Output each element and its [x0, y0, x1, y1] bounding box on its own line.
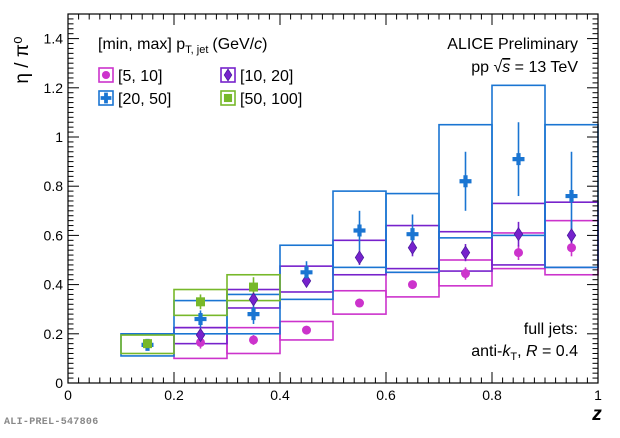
legend-box-0	[98, 67, 114, 83]
series-5-10-marker-7	[567, 243, 576, 253]
jet-type-label: full jets:	[524, 321, 578, 338]
axis-ticks: 0 0.2 0.4 0.6 0.8 1 0 0.2 0.4 0.6 0.8 1 1.2 1.4	[44, 13, 602, 403]
legend-box-1	[220, 67, 236, 83]
jet-algorithm-label: anti-kT, R = 0.4	[471, 343, 578, 363]
series-5-10-marker-4	[408, 280, 417, 290]
series-10-20-marker-4	[407, 240, 418, 255]
series-50-100-sys-box-0	[120, 334, 175, 355]
series-5-10-marker-6	[514, 248, 523, 258]
legend-label-0: [5, 10]	[118, 68, 162, 85]
legend: [5, 10] [10, 20] [20, 50] [50, 100]	[98, 67, 302, 108]
experiment-label: ALICE Preliminary	[447, 36, 578, 53]
legend-marker-0	[101, 70, 111, 80]
series-50-100-marker-2	[249, 282, 258, 292]
series-20-50-marker-3	[300, 266, 313, 279]
x-tick-label: 1	[594, 387, 602, 403]
series-5-10-marker-3	[355, 298, 364, 308]
series-20-50-marker-4	[353, 224, 366, 237]
y-axis-title: η / π⁰	[12, 36, 33, 83]
y-tick-label: 0.8	[44, 178, 64, 194]
x-axis-title: z	[591, 404, 602, 425]
y-tick-label: 0.4	[44, 277, 64, 293]
series-20-50-marker-2	[247, 308, 260, 321]
series-50-100-marker-0	[143, 339, 152, 349]
series-5-10-marker-5	[461, 269, 470, 279]
markers-layer	[141, 153, 578, 351]
series-10-20-marker-5	[460, 245, 471, 260]
series-20-50-marker-5	[406, 228, 419, 241]
series-5-10-marker-1	[249, 335, 258, 345]
series-10-20-marker-6	[513, 226, 524, 242]
series-20-50-marker-7	[512, 153, 525, 166]
y-tick-label: 1.2	[44, 80, 64, 96]
series-5-10-sys-box-3	[332, 289, 387, 315]
series-20-50-marker-1	[194, 313, 207, 326]
legend-label-2: [20, 50]	[118, 91, 171, 108]
x-tick-label: 0.6	[376, 387, 396, 403]
x-tick-label: 0.2	[164, 387, 184, 403]
x-tick-label: 0	[64, 387, 72, 403]
legend-marker-1	[223, 68, 233, 82]
x-tick-label: 0.8	[482, 387, 502, 403]
y-tick-label: 1	[55, 129, 63, 145]
legend-label-3: [50, 100]	[240, 91, 302, 108]
series-10-20-marker-7	[566, 228, 577, 243]
y-tick-label: 0.6	[44, 227, 64, 243]
series-20-50-marker-8	[565, 190, 578, 203]
legend-label-1: [10, 20]	[240, 68, 293, 85]
legend-box-2	[98, 90, 114, 106]
series-50-100-marker-1	[196, 297, 205, 307]
legend-box-3	[220, 90, 236, 106]
legend-marker-3	[223, 93, 233, 103]
series-20-50-sys-box-3	[279, 244, 334, 301]
systematic-boxes-layer	[120, 84, 599, 360]
series-5-10-marker-0	[196, 337, 205, 347]
series-5-10-marker-2	[302, 325, 311, 335]
legend-marker-2	[100, 92, 112, 104]
series-10-20-marker-3	[354, 250, 365, 265]
preliminary-id-label: ALI-PREL-547806	[4, 417, 99, 428]
y-tick-label: 0.2	[44, 326, 64, 342]
y-tick-label: 0	[55, 375, 63, 391]
collision-system-label: pp √s = 13 TeV	[471, 59, 578, 76]
series-20-50-marker-6	[459, 175, 472, 188]
y-tick-label: 1.4	[44, 31, 64, 47]
x-tick-label: 0.4	[270, 387, 290, 403]
series-10-20-marker-1	[248, 292, 259, 307]
series-10-20-marker-0	[195, 327, 206, 343]
legend-header: [min, max] pT, jet (GeV/c)	[98, 36, 268, 56]
